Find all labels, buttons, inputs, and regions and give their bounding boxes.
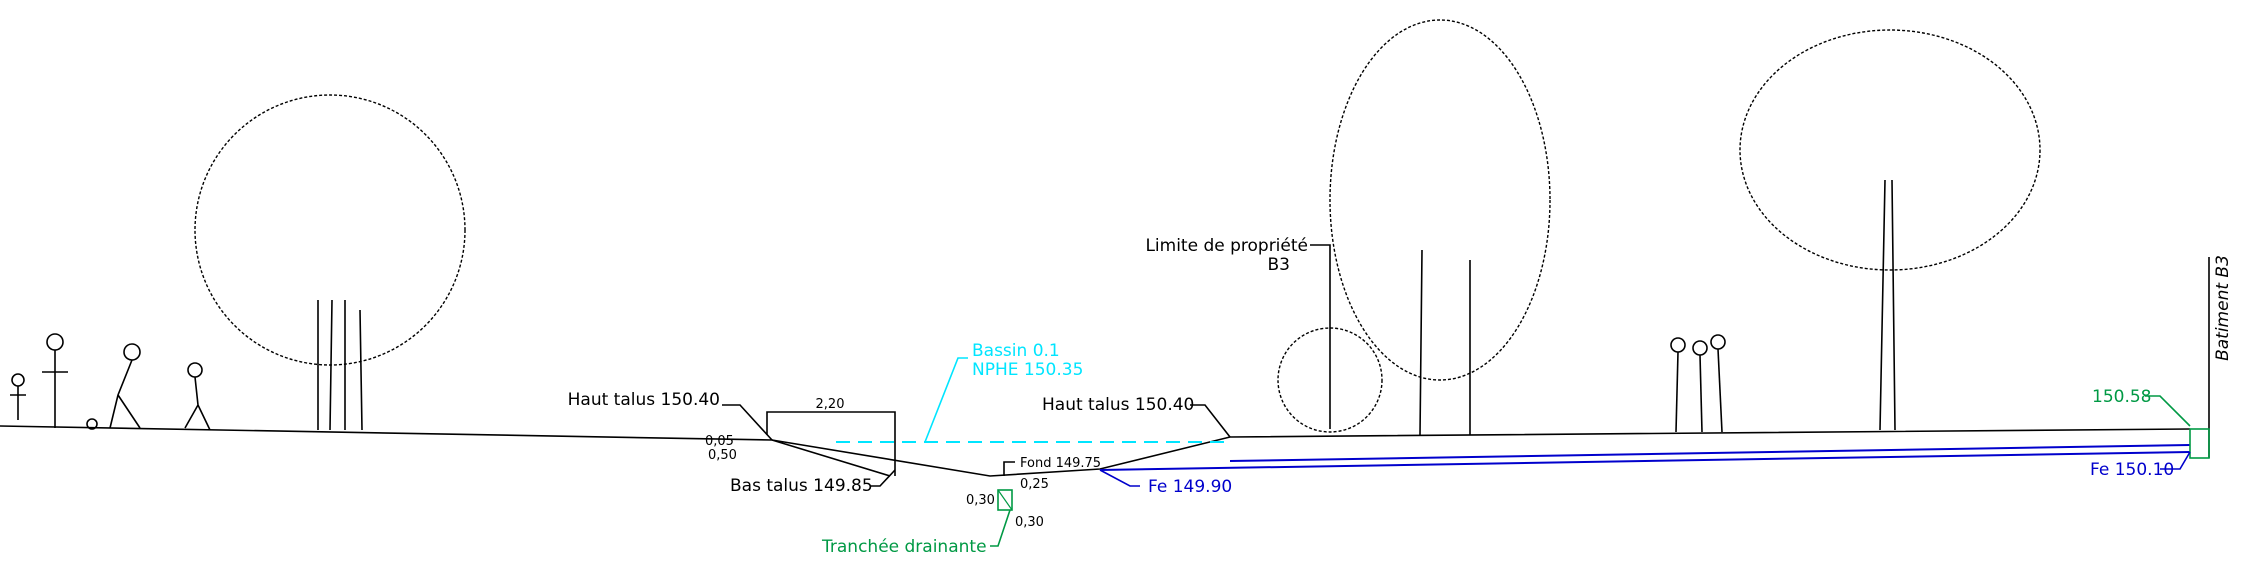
label: Limite de propriété [1145, 236, 1308, 256]
dimension-label: 0,05 [705, 434, 734, 449]
building-footing [2189, 428, 2210, 459]
building-label: Batiment B3 [2213, 255, 2233, 361]
label: Haut talus 150.40 [568, 390, 720, 410]
label: Fond 149.75 [1020, 456, 1101, 471]
leader [924, 357, 968, 443]
label: Bassin 0.1 [972, 341, 1060, 361]
foundation-line [1229, 444, 2191, 462]
label: Fe 149.90 [1148, 477, 1232, 497]
slope-line [771, 439, 891, 477]
leader [722, 404, 773, 441]
foundation-line [1099, 451, 2191, 471]
property-limit [1310, 244, 1331, 429]
shrub [1277, 327, 1383, 433]
label: B3 [1268, 255, 1290, 275]
trench [997, 489, 1013, 511]
label: Fe 150.10 [2090, 460, 2174, 480]
people [10, 333, 1726, 433]
tree [1739, 29, 2041, 431]
leader [2145, 395, 2191, 427]
tree [194, 94, 466, 431]
dimension-label: 0,30 [966, 493, 995, 508]
leader [1099, 469, 1140, 487]
dimension [766, 411, 896, 476]
dimension-label: 0,25 [1020, 477, 1049, 492]
label: NPHE 150.35 [972, 360, 1083, 380]
trench-hatch [997, 489, 1013, 511]
leader [1003, 461, 1015, 476]
leader [1190, 404, 1231, 438]
dimension-label: 2,20 [816, 397, 845, 412]
label: Haut talus 150.40 [1042, 395, 1194, 415]
label: Tranchée drainante [821, 537, 987, 557]
leader [2160, 451, 2191, 470]
dimension-label: 0,50 [708, 448, 737, 463]
tree [1329, 19, 1551, 436]
label: 150.58 [2092, 387, 2151, 407]
label: Bas talus 149.85 [730, 476, 873, 496]
leader [870, 469, 896, 487]
ground-line [0, 425, 2191, 477]
leader [990, 509, 1011, 547]
dimension-label: 0,30 [1015, 515, 1044, 530]
